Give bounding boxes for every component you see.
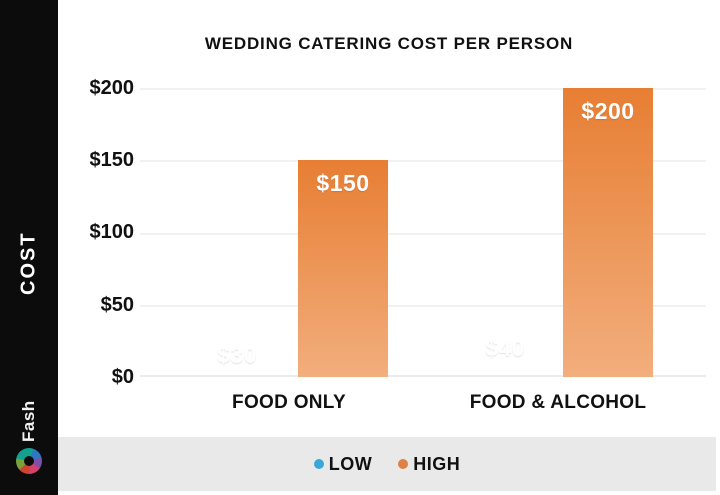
category-label-food-alcohol: FOOD & ALCOHOL bbox=[469, 392, 647, 413]
gridline bbox=[140, 304, 706, 307]
legend-dot-high-icon bbox=[398, 459, 409, 469]
y-tick-label: $50 bbox=[100, 294, 134, 316]
bar-value-label: $30 bbox=[217, 342, 257, 368]
y-tick-label: $150 bbox=[89, 149, 135, 171]
legend-dot-low-icon bbox=[313, 459, 324, 469]
bar-low-0: $30 bbox=[192, 334, 282, 377]
legend: LOW HIGH bbox=[58, 437, 716, 491]
bar-low-1: $40 bbox=[460, 319, 550, 377]
legend-item-low: LOW bbox=[313, 453, 373, 475]
chart-title: WEDDING CATERING COST PER PERSON bbox=[204, 34, 574, 53]
y-tick-label: $200 bbox=[89, 77, 135, 99]
plot-area: $30 $150 $40 $200 bbox=[140, 88, 706, 377]
gridline bbox=[140, 160, 706, 163]
gridline bbox=[140, 88, 706, 90]
left-sidebar: COST Fash bbox=[0, 0, 58, 495]
legend-label-high: HIGH bbox=[413, 453, 461, 474]
fash-aperture-logo-icon bbox=[16, 448, 42, 474]
y-tick-label: $0 bbox=[111, 366, 134, 388]
bar-value-label: $150 bbox=[316, 170, 370, 196]
bar-value-label: $200 bbox=[581, 98, 635, 124]
y-axis-title: COST bbox=[17, 231, 40, 295]
category-label-food-only: FOOD ONLY bbox=[232, 392, 346, 413]
baseline-gridline bbox=[140, 375, 706, 377]
brand-name: Fash bbox=[19, 400, 38, 442]
bar-high-1: $200 bbox=[563, 88, 653, 377]
bar-high-0: $150 bbox=[298, 160, 388, 377]
gridline bbox=[140, 232, 706, 235]
y-tick-label: $100 bbox=[89, 221, 135, 243]
bar-value-label: $40 bbox=[485, 334, 525, 361]
legend-label-low: LOW bbox=[328, 453, 373, 474]
legend-item-high: HIGH bbox=[398, 454, 460, 475]
